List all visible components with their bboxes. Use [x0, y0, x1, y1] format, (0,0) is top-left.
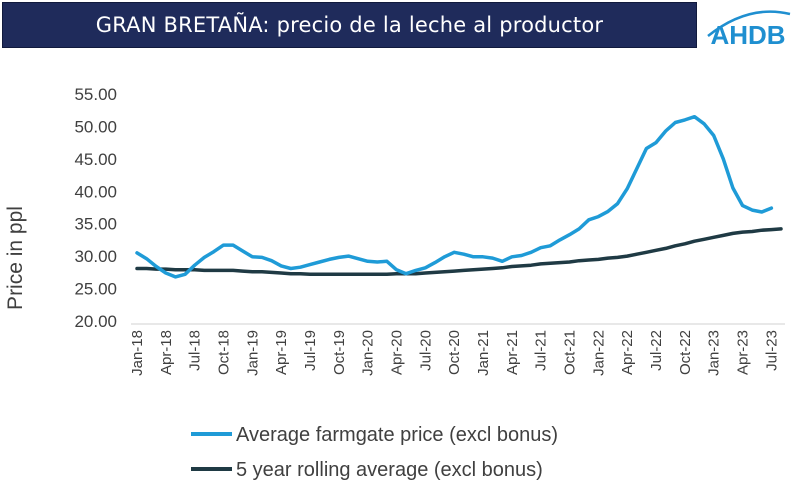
x-tick-label: Apr-19	[273, 330, 290, 375]
series-layer	[135, 114, 783, 279]
x-tick-label: Apr-22	[619, 330, 636, 375]
y-tick-label: 40.00	[74, 182, 117, 201]
y-axis-title: Price in ppl	[4, 206, 27, 310]
x-tick-label: Jul-23	[763, 330, 780, 371]
x-tick-label: Apr-23	[735, 330, 752, 375]
x-tick-label: Jul-18	[187, 330, 204, 371]
x-tick-label: Jan-18	[129, 330, 146, 376]
y-tick-label: 30.00	[74, 247, 117, 266]
x-tick-label: Jul-20	[417, 330, 434, 371]
logo-arc	[707, 10, 791, 37]
x-tick-label: Jan-19	[244, 330, 261, 376]
x-tick-label: Oct-18	[216, 330, 233, 375]
x-tick-label: Oct-19	[331, 330, 348, 375]
x-tick-label: Jan-21	[475, 330, 492, 376]
series-line-farmgate-price	[135, 114, 774, 279]
x-tick-label: Jul-21	[533, 330, 550, 371]
legend: Average farmgate price (excl bonus) 5 ye…	[191, 424, 558, 481]
y-tick-label: 35.00	[74, 215, 117, 234]
x-tick-label: Oct-22	[677, 330, 694, 375]
series-line-5yr-rolling-average	[135, 227, 783, 277]
legend-label-rolling: 5 year rolling average (excl bonus)	[236, 459, 543, 481]
y-tick-label: 55.00	[74, 85, 117, 104]
ahdb-logo: AHDB	[707, 10, 791, 50]
x-tick-label: Apr-20	[389, 330, 406, 375]
x-tick-label: Jul-19	[302, 330, 319, 371]
y-tick-label: 45.00	[74, 150, 117, 169]
x-tick-label: Jan-23	[706, 330, 723, 376]
x-tick-label: Apr-18	[158, 330, 175, 375]
page-title: GRAN BRETAÑA: precio de la leche al prod…	[95, 13, 604, 37]
x-tick-label: Oct-21	[562, 330, 579, 375]
x-axis-ticks: Jan-18 Apr-18 Jul-18 Oct-18 Jan-19 Apr-19 Jul-…	[129, 330, 780, 376]
x-tick-label: Jan-22	[590, 330, 607, 376]
x-tick-label: Oct-20	[446, 330, 463, 375]
y-tick-label: 50.00	[74, 117, 117, 136]
title-bar: GRAN BRETAÑA: precio de la leche al prod…	[2, 2, 697, 48]
y-tick-label: 25.00	[74, 280, 117, 299]
x-tick-label: Jul-22	[648, 330, 665, 371]
y-axis-ticks: 20.00 25.00 30.00 35.00 40.00 45.00 50.00 55.00	[74, 85, 117, 331]
x-tick-label: Apr-21	[504, 330, 521, 375]
logo-text: AHDB	[710, 20, 785, 50]
legend-label-farmgate: Average farmgate price (excl bonus)	[236, 424, 558, 446]
y-tick-label: 20.00	[74, 312, 117, 331]
x-tick-label: Jan-20	[360, 330, 377, 376]
